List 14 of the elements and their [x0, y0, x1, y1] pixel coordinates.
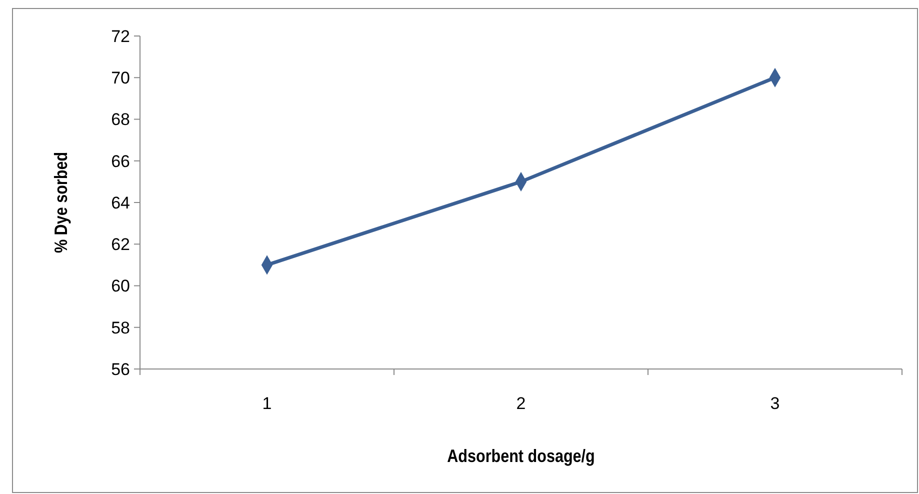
y-tick-label: 58 [111, 318, 130, 338]
x-tick-label: 2 [516, 394, 526, 413]
y-tick-label: 62 [111, 235, 130, 254]
y-tick-label: 72 [111, 26, 130, 46]
y-tick-label: 66 [111, 152, 130, 171]
y-tick-label: 68 [111, 110, 130, 130]
y-tick-label: 64 [111, 193, 130, 212]
y-tick-label: 56 [111, 360, 130, 379]
y-tick-label: 70 [111, 68, 130, 88]
y-tick-label: 60 [111, 276, 130, 296]
x-tick-label: 1 [262, 394, 272, 413]
x-tick-label: 3 [770, 394, 780, 413]
x-axis-title: Adsorbent dosage/g [447, 446, 595, 466]
y-axis-title: % Dye sorbed [50, 152, 72, 254]
